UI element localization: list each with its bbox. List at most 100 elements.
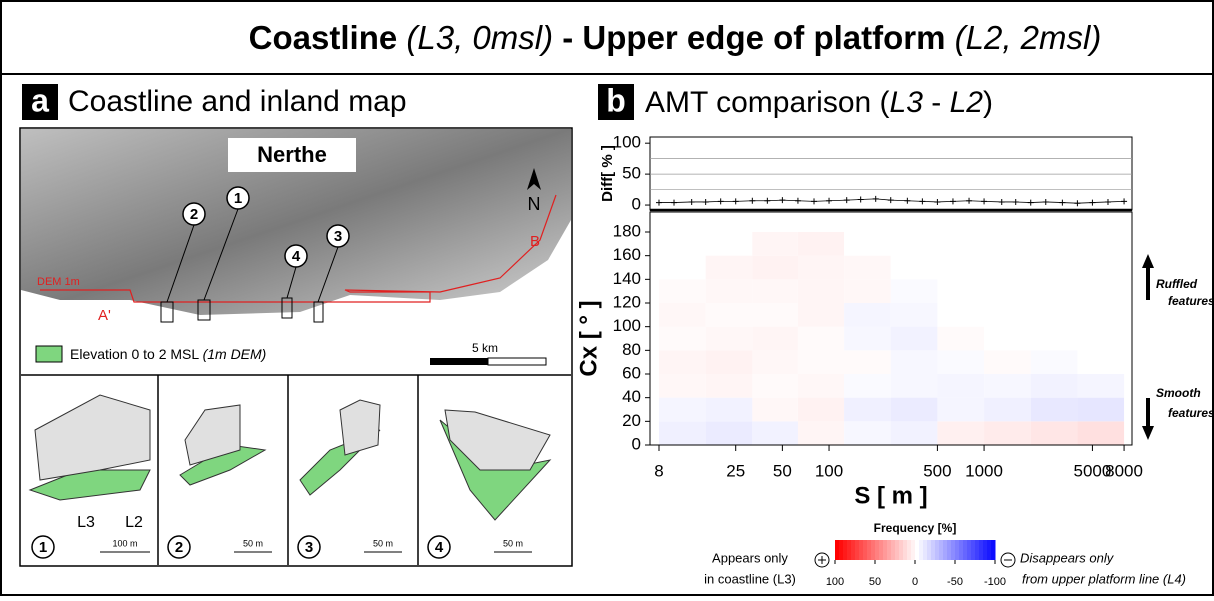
y-tick-label: 40 bbox=[622, 387, 641, 406]
line-label: L2 bbox=[125, 514, 143, 531]
heat-cell bbox=[1077, 374, 1125, 398]
diff-point bbox=[1059, 199, 1066, 206]
diff-point bbox=[934, 198, 941, 205]
heat-cell bbox=[890, 350, 938, 374]
colorbar-cell bbox=[967, 540, 972, 560]
heat-cell bbox=[705, 303, 753, 327]
heat-cell bbox=[1077, 255, 1125, 280]
diff-point bbox=[655, 199, 662, 206]
heat-cell bbox=[890, 303, 938, 327]
diff-axis-label: Diff[ % ] bbox=[599, 145, 616, 202]
heat-cell bbox=[658, 421, 706, 445]
x-tick-label: 500 bbox=[923, 461, 951, 480]
heat-cell bbox=[1030, 279, 1078, 303]
x-tick-label: 50 bbox=[773, 461, 792, 480]
y-tick-label: 140 bbox=[613, 269, 641, 288]
x-tick-label: 5000 bbox=[1074, 461, 1112, 480]
inset-id-circles bbox=[31, 535, 451, 559]
y-axis-label: Cx [ ° ] bbox=[575, 300, 602, 376]
y-tick-label: 100 bbox=[613, 316, 641, 335]
heat-cell bbox=[705, 255, 753, 280]
heat-cell bbox=[705, 374, 753, 398]
heat-cell bbox=[844, 232, 891, 256]
map-name-box bbox=[228, 138, 356, 172]
heat-cell bbox=[658, 303, 706, 327]
diff-point bbox=[949, 198, 956, 205]
colorbar-cell bbox=[879, 540, 884, 560]
heat-cell bbox=[797, 374, 845, 398]
heat-cell bbox=[752, 350, 798, 374]
heat-cell bbox=[1030, 350, 1078, 374]
heat-cell bbox=[752, 374, 798, 398]
colorbar-tick-label: -100 bbox=[984, 576, 1006, 588]
y-tick-label: 180 bbox=[613, 221, 641, 240]
heat-cell bbox=[752, 397, 798, 422]
colorbar-cell bbox=[867, 540, 872, 560]
heat-cell bbox=[1030, 421, 1078, 445]
colorbar-cell bbox=[947, 540, 952, 560]
heat-cell bbox=[797, 232, 845, 256]
diff-point bbox=[1104, 198, 1111, 205]
heat-cell bbox=[984, 350, 1031, 374]
legend-label: Elevation 0 to 2 MSL (1m DEM) bbox=[70, 346, 266, 362]
heat-cell bbox=[984, 279, 1031, 303]
diff-point bbox=[843, 197, 850, 204]
colorbar-cell bbox=[903, 540, 908, 560]
heat-cell bbox=[752, 421, 798, 445]
colorbar-cell bbox=[971, 540, 976, 560]
colorbar-cell bbox=[923, 540, 928, 560]
line-label: L3 bbox=[77, 514, 95, 531]
colorbar-tick-label: 0 bbox=[912, 576, 918, 588]
heat-cell bbox=[797, 350, 845, 374]
relief-map bbox=[21, 129, 571, 315]
site-label: 4 bbox=[292, 248, 301, 265]
heat-cell bbox=[797, 421, 845, 445]
heat-cell bbox=[1030, 397, 1078, 422]
heat-cell bbox=[658, 232, 706, 256]
diff-point bbox=[794, 197, 801, 204]
heat-cell bbox=[937, 421, 985, 445]
panel-title: AMT comparison (L3 - L2) bbox=[645, 86, 993, 119]
colorbar-cell bbox=[883, 540, 888, 560]
heat-cell bbox=[1030, 232, 1078, 256]
heat-cell bbox=[752, 232, 798, 256]
x-tick-label: 25 bbox=[726, 461, 745, 480]
colorbar-cell bbox=[843, 540, 848, 560]
colorbar-cell bbox=[931, 540, 936, 560]
heat-cell bbox=[1077, 326, 1125, 351]
colorbar-cell bbox=[963, 540, 968, 560]
heat-cell bbox=[797, 326, 845, 351]
colorbar-cell bbox=[855, 540, 860, 560]
north-label: N bbox=[528, 194, 541, 214]
scale-bar bbox=[430, 358, 488, 365]
colorbar-cell bbox=[919, 540, 924, 560]
diff-point bbox=[998, 198, 1005, 205]
heat-cell bbox=[890, 374, 938, 398]
colorbar-cell bbox=[907, 540, 912, 560]
diff-point bbox=[857, 196, 864, 203]
diff-point bbox=[732, 198, 739, 205]
heat-cell bbox=[1077, 232, 1125, 256]
x-tick-label: 8 bbox=[654, 461, 663, 480]
heat-cell bbox=[705, 279, 753, 303]
inset-scale: 50 m bbox=[243, 538, 263, 548]
colorbar-cell bbox=[859, 540, 864, 560]
heat-cell bbox=[937, 326, 985, 351]
heat-cell bbox=[658, 374, 706, 398]
heat-cell bbox=[937, 374, 985, 398]
figure-title: Coastline (L3, 0msl) - Upper edge of pla… bbox=[249, 19, 1102, 56]
colorbar-cell bbox=[939, 540, 944, 560]
inset-scale: 50 m bbox=[503, 538, 523, 548]
heat-cell bbox=[1077, 303, 1125, 327]
colorbar-cell bbox=[851, 540, 856, 560]
heat-cell bbox=[937, 279, 985, 303]
colorbar-tick-label: -50 bbox=[947, 576, 963, 588]
heat-cell bbox=[797, 397, 845, 422]
inset-scale: 100 m bbox=[112, 538, 137, 548]
legend-swatch bbox=[35, 345, 63, 363]
inset-id: 2 bbox=[175, 539, 183, 556]
annotation: from upper platform line (L4) bbox=[1022, 571, 1186, 586]
annotation: features bbox=[1168, 294, 1214, 308]
heat-cell bbox=[890, 255, 938, 280]
y-tick-label: 0 bbox=[632, 195, 641, 214]
